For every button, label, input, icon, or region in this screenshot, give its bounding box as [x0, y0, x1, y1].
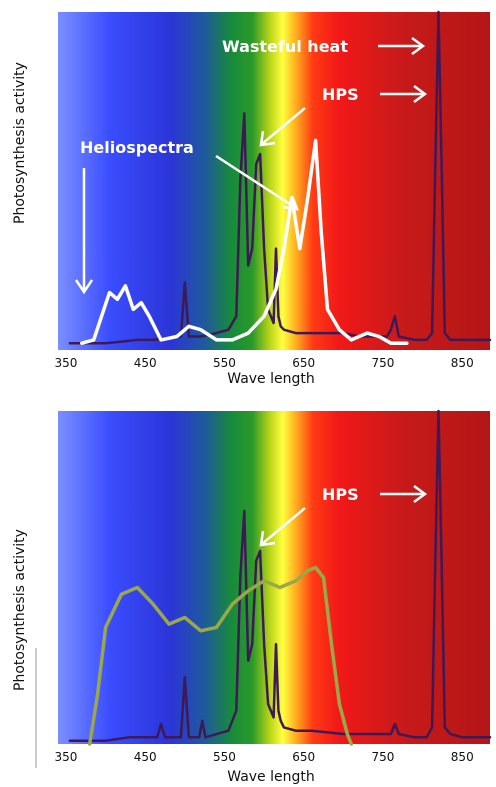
x-tick-label: 450	[134, 750, 157, 764]
x-tick-label: 450	[134, 356, 157, 370]
x-tick-label: 750	[372, 356, 395, 370]
x-tick-label: 350	[54, 356, 77, 370]
x-axis-label: Wave length	[227, 769, 315, 785]
y-axis-label: Photosynthesis activity	[12, 529, 28, 691]
annotation-heliospectra: Heliospectra	[80, 138, 194, 157]
x-tick-label: 550	[213, 750, 236, 764]
x-tick-label: 850	[451, 356, 474, 370]
x-tick-label: 550	[213, 356, 236, 370]
chart-bottom-svg: 350 450 550 650 750 850 Wave length Photosynt…	[12, 409, 492, 785]
x-tick-label: 650	[292, 356, 315, 370]
arrow-hps-down	[259, 507, 306, 547]
annotation-hps: HPS	[322, 85, 359, 104]
arrow-heliospectra-left	[74, 168, 94, 295]
arrow-wasteful-heat	[378, 36, 426, 56]
x-tick-label: 750	[372, 750, 395, 764]
arrow-hps-right	[380, 84, 428, 104]
x-axis-label: Wave length	[227, 371, 315, 387]
arrow-hps-right	[380, 484, 428, 504]
x-tick-label: 350	[54, 750, 77, 764]
chart-bottom: 350 450 550 650 750 850 Wave length Photosynt…	[0, 400, 496, 787]
arrow-heliospectra-right	[215, 154, 299, 211]
x-tick-label: 650	[292, 750, 315, 764]
series-line-heliospectra	[80, 138, 409, 345]
series-line-photosynthesis	[87, 565, 354, 746]
annotation-hps: HPS	[322, 485, 359, 504]
arrow-hps-down	[259, 107, 306, 147]
chart-top-svg: 350 450 550 650 750 850 Wave length Photosynt…	[12, 10, 492, 387]
series-line-hps	[68, 409, 492, 742]
chart-top: 350 450 550 650 750 850 Wave length Photosynt…	[0, 0, 496, 390]
y-axis-label: Photosynthesis activity	[12, 62, 28, 224]
annotation-wasteful-heat: Wasteful heat	[222, 37, 348, 56]
x-tick-label: 850	[451, 750, 474, 764]
